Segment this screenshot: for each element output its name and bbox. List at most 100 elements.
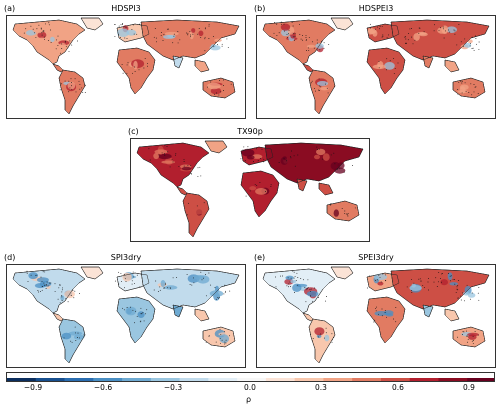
significance-dot — [450, 275, 452, 277]
significance-dot — [474, 86, 476, 88]
significance-dot — [56, 39, 58, 41]
significance-dot — [187, 34, 189, 36]
significance-dot — [316, 39, 318, 41]
significance-dot — [265, 191, 266, 192]
anomaly-patch — [409, 285, 422, 291]
significance-dot — [316, 146, 318, 148]
significance-dot — [212, 36, 214, 38]
significance-dot — [126, 64, 128, 66]
significance-dot — [304, 287, 306, 289]
significance-dot — [384, 310, 386, 312]
significance-dot — [164, 154, 166, 156]
significance-dot — [410, 278, 412, 280]
panel-title: TX90p — [237, 127, 263, 136]
anomaly-patch — [126, 29, 137, 36]
significance-dot — [75, 91, 77, 93]
significance-dot — [282, 275, 283, 277]
significance-dot — [449, 31, 451, 33]
significance-dot — [215, 341, 217, 343]
significance-dot — [166, 146, 168, 147]
significance-dot — [326, 296, 327, 297]
significance-dot — [293, 277, 295, 279]
coastline-northAmerica — [12, 268, 86, 314]
significance-dot — [296, 272, 298, 274]
significance-dot — [39, 291, 41, 293]
significance-dot — [183, 161, 185, 162]
significance-dot — [65, 45, 67, 47]
world-map-a — [12, 17, 240, 115]
significance-dot — [79, 337, 80, 339]
significance-dot — [470, 83, 472, 85]
significance-dot — [41, 34, 43, 36]
colorbar-segment — [237, 378, 267, 381]
anomaly-patch — [377, 281, 384, 286]
map-b — [256, 15, 496, 119]
coastline-asia — [390, 19, 490, 61]
significance-dot — [36, 28, 38, 30]
anomaly-patch — [292, 283, 302, 292]
significance-dot — [249, 190, 251, 192]
significance-dot — [274, 22, 276, 23]
significance-dot — [200, 175, 202, 177]
significance-dot — [475, 35, 477, 37]
anomaly-patch — [117, 28, 130, 37]
significance-dot — [378, 274, 380, 276]
significance-dot — [405, 38, 407, 40]
significance-dot — [330, 202, 332, 204]
anomaly-patch — [459, 86, 466, 94]
anomaly-patch — [446, 26, 457, 33]
significance-dot — [289, 156, 291, 158]
significance-dot — [153, 36, 155, 38]
significance-dot — [164, 145, 166, 147]
significance-dot — [57, 298, 59, 300]
significance-dot — [118, 25, 120, 27]
significance-dot — [122, 72, 124, 74]
significance-dot — [309, 288, 311, 290]
significance-dot — [64, 40, 66, 42]
significance-dot — [153, 289, 155, 291]
significance-dot — [441, 281, 442, 283]
significance-dot — [454, 33, 456, 35]
significance-dot — [381, 25, 383, 27]
colorbar-tick: 0.6 — [392, 383, 404, 392]
significance-dot — [54, 290, 56, 292]
world-map-b — [262, 17, 490, 115]
colorbar-tick: −0.3 — [163, 383, 183, 392]
panel-title: SPI3dry — [110, 253, 142, 262]
significance-dot — [288, 33, 289, 35]
significance-dot — [224, 331, 226, 333]
significance-dot — [132, 271, 134, 273]
anomaly-patch — [163, 34, 176, 39]
anomaly-patch — [322, 153, 330, 161]
significance-dot — [124, 278, 126, 280]
significance-dot — [443, 37, 445, 39]
significance-dot — [155, 280, 157, 282]
significance-dot — [25, 28, 27, 30]
landmass-africa — [116, 47, 156, 95]
significance-dot — [382, 35, 384, 37]
colorbar-label: ρ — [246, 395, 252, 404]
significance-dot — [172, 161, 174, 163]
significance-dot — [286, 160, 287, 162]
significance-dot — [306, 50, 307, 52]
coastline-india — [422, 55, 434, 69]
significance-dot — [290, 157, 292, 159]
significance-dot — [45, 288, 47, 289]
coastline-europe — [366, 272, 400, 292]
significance-dot — [302, 39, 304, 41]
colorbar-segment — [93, 378, 123, 381]
coastline-india — [172, 55, 184, 69]
significance-dot — [404, 36, 406, 38]
significance-dot — [74, 326, 76, 328]
significance-dot — [354, 207, 356, 209]
significance-dot — [75, 340, 77, 342]
significance-dot — [215, 298, 217, 300]
significance-dot — [148, 148, 150, 150]
significance-dot — [172, 277, 174, 279]
significance-dot — [275, 276, 276, 278]
significance-dot — [381, 308, 383, 310]
significance-dot — [388, 34, 390, 36]
significance-dot — [452, 278, 454, 280]
significance-dot — [294, 165, 296, 167]
anomaly-patch — [164, 31, 179, 36]
